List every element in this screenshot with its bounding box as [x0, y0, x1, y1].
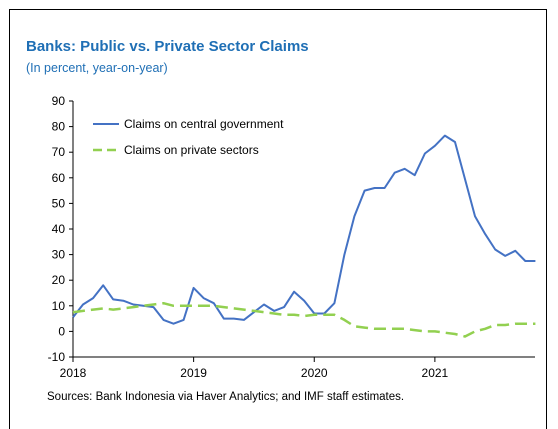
x-tick-label: 2018 [60, 366, 87, 380]
y-tick-label: 20 [52, 273, 66, 287]
x-tick-label: 2020 [301, 366, 328, 380]
y-tick-label: 30 [52, 248, 66, 262]
y-tick-label: -10 [48, 350, 66, 364]
legend-label: Claims on central government [124, 117, 284, 131]
y-tick-label: 50 [52, 196, 66, 210]
x-axis-ticks: 2018 2019 2020 2021 [60, 357, 449, 380]
series-line-private-sectors [72, 301, 536, 338]
y-tick-label: 80 [52, 120, 66, 134]
y-tick-label: 70 [52, 145, 66, 159]
chart-subtitle: (In percent, year-on-year) [26, 61, 168, 75]
legend: Claims on central government Claims on pr… [93, 117, 284, 157]
y-tick-label: 60 [52, 171, 66, 185]
x-tick-label: 2021 [422, 366, 449, 380]
source-note: Sources: Bank Indonesia via Haver Analyt… [47, 391, 405, 403]
chart-title: Banks: Public vs. Private Sector Claims [26, 38, 309, 55]
y-tick-label: 10 [52, 299, 66, 313]
series-line-central-government [72, 134, 536, 325]
chart-frame [9, 9, 547, 429]
y-tick-label: 0 [58, 324, 65, 338]
chart-axes [72, 101, 535, 358]
series-lines [72, 134, 536, 338]
x-tick-label: 2019 [180, 366, 207, 380]
y-tick-label: 40 [52, 222, 66, 236]
y-axis-ticks: -10 0 10 20 30 40 50 60 70 80 90 [48, 94, 73, 364]
y-tick-label: 90 [52, 94, 66, 108]
legend-label: Claims on private sectors [124, 143, 259, 157]
